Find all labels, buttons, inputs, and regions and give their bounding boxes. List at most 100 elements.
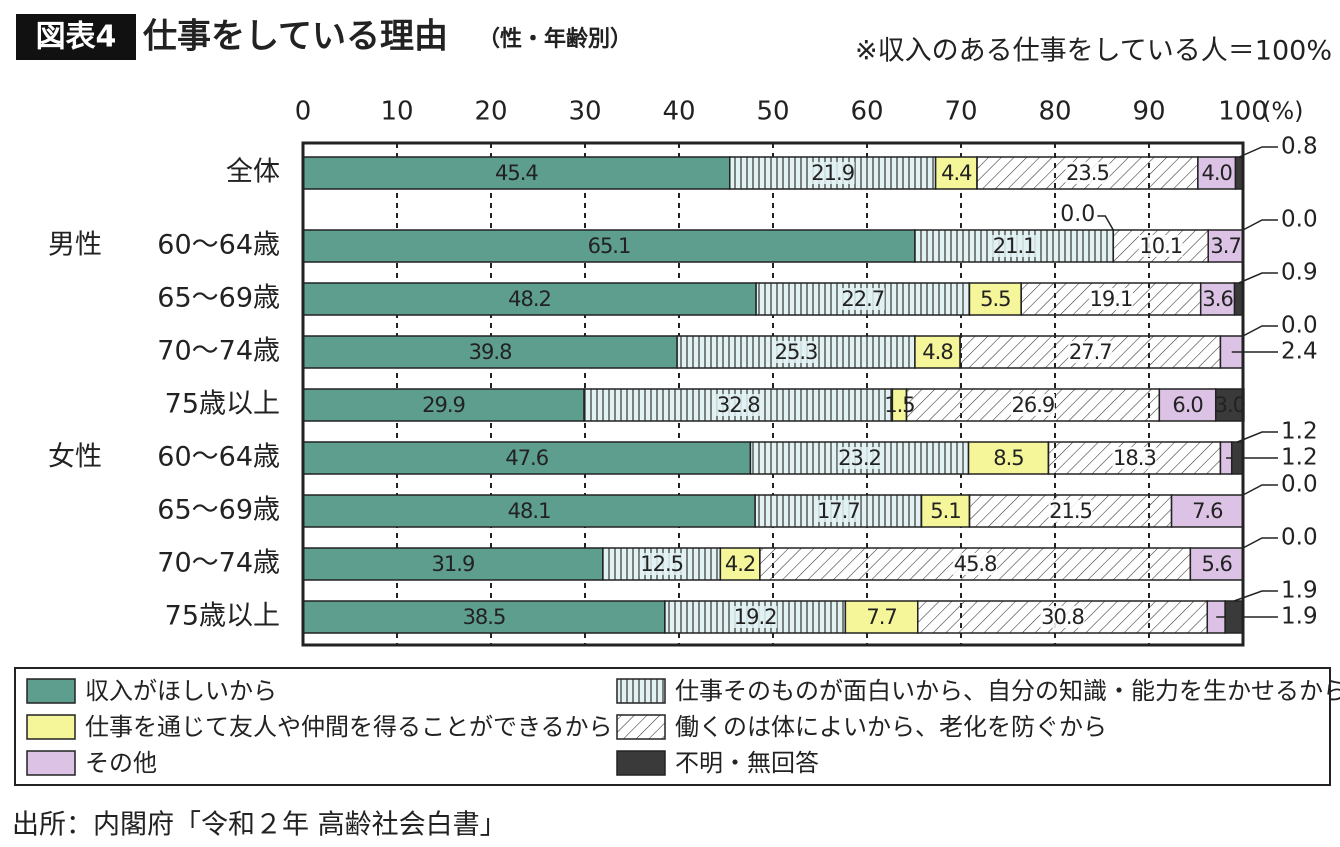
x-tick-label: 20: [474, 97, 507, 127]
category-label: 60〜64歳: [157, 230, 280, 261]
value-label: 2.4: [1281, 339, 1318, 365]
value-label: 39.8: [469, 340, 512, 364]
legend-label: 不明・無回答: [675, 749, 819, 777]
value-label: 21.5: [1049, 499, 1092, 523]
bar-segment: [1214, 388, 1245, 422]
category-label: 70〜74歳: [157, 336, 280, 367]
label-bg: [774, 341, 819, 363]
value-label: 12.5: [640, 552, 683, 576]
legend-swatch: [26, 678, 76, 704]
value-label: 0.8: [1281, 134, 1318, 160]
value-label: 4.0: [1201, 161, 1231, 185]
x-tick-label: 70: [944, 97, 977, 127]
bar-segment: [920, 494, 971, 528]
value-label: 3.7: [1210, 234, 1240, 258]
value-label: 5.1: [930, 499, 960, 523]
legend-swatch: [616, 714, 666, 740]
category-label: 75歳以上: [165, 601, 280, 632]
label-bg: [992, 235, 1037, 257]
x-tick-label: 90: [1132, 97, 1165, 127]
value-label: 65.1: [588, 234, 631, 258]
value-label: 26.9: [1012, 393, 1055, 417]
label-bg: [953, 553, 998, 575]
value-label: 21.1: [993, 234, 1036, 258]
bar-segment: [302, 156, 731, 190]
bar-segment: [934, 156, 978, 190]
value-label: 10.1: [1139, 234, 1182, 258]
value-label: 4.4: [941, 161, 972, 185]
bar-segment: [302, 494, 756, 528]
value-label: 0.0: [1281, 525, 1318, 551]
x-tick-label: 60: [850, 97, 883, 127]
label-bg: [1010, 394, 1055, 416]
x-unit: (%): [1262, 97, 1304, 125]
bar-segment: [1230, 441, 1244, 475]
bar-segment: [302, 600, 666, 634]
legend-swatch: [26, 750, 76, 776]
value-label: 1.2: [1281, 445, 1318, 471]
label-bg: [840, 288, 885, 310]
value-label: 29.9: [422, 393, 465, 417]
x-tick-label: 40: [662, 97, 695, 127]
value-label: 23.2: [838, 446, 881, 470]
value-label: 47.6: [505, 446, 548, 470]
callout-line: [1097, 215, 1114, 231]
chart-subtitle: （性・年齢別）: [478, 26, 632, 52]
label-bg: [733, 606, 778, 628]
value-label: 27.7: [1069, 340, 1112, 364]
value-label: 0.0: [1060, 202, 1095, 227]
value-label: 1.9: [1281, 604, 1318, 630]
value-label: 5.5: [980, 287, 1010, 311]
legend-label: 仕事そのものが面白いから、自分の知識・能力を生かせるから: [675, 677, 1340, 705]
callout-line: [1242, 537, 1278, 549]
value-label: 3.0: [1215, 393, 1245, 417]
x-tick-label: 10: [380, 97, 413, 127]
source: 出所：内閣府「令和２年 高齢社会白書」: [12, 810, 507, 841]
bar-segment: [968, 282, 1022, 316]
group-label: 男性: [48, 230, 102, 261]
group-label: 女性: [48, 442, 102, 473]
callout-line: [1238, 272, 1278, 284]
value-label: 6.0: [1172, 393, 1202, 417]
bar-segment: [1224, 600, 1244, 634]
category-label: 70〜74歳: [157, 548, 280, 579]
category-label: 全体: [226, 157, 280, 188]
value-label: 0.0: [1281, 472, 1318, 498]
bar-segment: [1189, 547, 1244, 581]
label-bg: [1068, 341, 1113, 363]
label-bg: [716, 394, 761, 416]
x-tick-label: 0: [295, 97, 312, 127]
label-bg: [1040, 606, 1085, 628]
note: ※収入のある仕事をしている人＝100%: [855, 36, 1332, 67]
value-label: 23.5: [1066, 161, 1109, 185]
x-tick-label: 30: [568, 97, 601, 127]
value-label: 25.3: [775, 340, 818, 364]
value-label: 4.2: [725, 552, 755, 576]
plot-frame: [301, 141, 1245, 647]
value-label: 18.3: [1113, 446, 1156, 470]
bar-segment: [844, 600, 919, 634]
label-bg: [816, 500, 861, 522]
legend-label: 仕事を通じて友人や仲間を得ることができるから: [85, 713, 613, 741]
value-label: 8.5: [993, 446, 1023, 470]
value-label: 0.0: [1281, 313, 1318, 339]
value-label: 19.1: [1090, 287, 1133, 311]
category-label: 75歳以上: [165, 389, 280, 420]
callout-line: [1242, 325, 1278, 337]
bar-segment: [1170, 494, 1244, 528]
value-label: 7.6: [1192, 499, 1223, 523]
callout-line: [1242, 219, 1278, 231]
value-label: 48.2: [508, 287, 551, 311]
legend-swatch: [26, 714, 76, 740]
label-bg: [1112, 447, 1157, 469]
callout-line: [1238, 146, 1278, 158]
value-label: 45.4: [495, 161, 538, 185]
bar-segment: [914, 335, 961, 369]
chart-title: 仕事をしている理由: [143, 17, 448, 57]
title-badge: 図表4: [36, 20, 117, 55]
value-label: 22.7: [841, 287, 884, 311]
category-label: 60〜64歳: [157, 442, 280, 473]
label-bg: [1138, 235, 1183, 257]
value-label: 1.9: [1281, 578, 1318, 604]
